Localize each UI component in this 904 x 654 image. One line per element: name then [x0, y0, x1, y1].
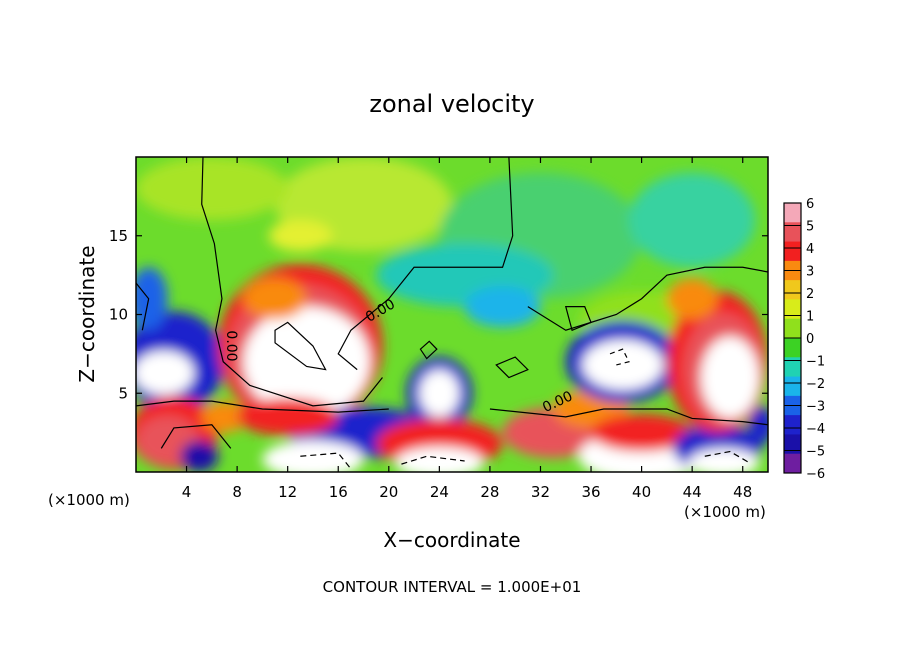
contour-line — [337, 157, 514, 371]
colorbar-swatch — [784, 280, 801, 300]
y-tick-label: 15 — [109, 227, 128, 245]
contour-negative — [704, 450, 750, 464]
y-axis-label: Z−coordinate — [75, 245, 99, 382]
x-tick-label: 16 — [329, 483, 348, 501]
colorbar-tick-label: −2 — [806, 377, 825, 392]
x-tick-label: 36 — [581, 483, 600, 501]
x-tick-label: 8 — [232, 483, 242, 501]
contour-loop — [419, 340, 438, 360]
field-patch — [262, 440, 364, 472]
contour-interval-note: CONTOUR INTERVAL = 1.000E+01 — [323, 578, 582, 596]
contour-line — [136, 400, 389, 413]
colorbar-swatch — [784, 203, 801, 223]
colorbar-tick-label: 1 — [806, 310, 814, 325]
colorbar-tick-label: 6 — [806, 197, 814, 212]
colorbar-swatch — [784, 453, 801, 474]
x-tick-label: 24 — [430, 483, 449, 501]
field-patch — [268, 220, 332, 252]
contour-line — [201, 157, 383, 407]
plot-area — [136, 157, 768, 472]
colorbar-tick-label: 4 — [806, 242, 814, 257]
field-patch — [688, 448, 760, 472]
colorbar-tick-label: 5 — [806, 220, 814, 235]
contour-negative — [401, 455, 465, 465]
colorbar-swatch — [784, 222, 801, 243]
colorbar-tick-label: −1 — [806, 355, 825, 370]
colorbar-tick-label: 3 — [806, 265, 814, 280]
x-tick-label: 48 — [733, 483, 752, 501]
x-tick-label: 32 — [531, 483, 550, 501]
y-axis: 5 10 15 — [109, 227, 768, 402]
colorbar-tick-label: −6 — [806, 467, 825, 482]
x-tick-label: 40 — [632, 483, 651, 501]
colorbar-tick-label: 2 — [806, 287, 814, 302]
contour-line — [489, 408, 768, 426]
field-patch — [136, 157, 288, 220]
field-patch — [395, 446, 484, 472]
field-patch — [628, 172, 756, 268]
y-tick-label: 10 — [109, 306, 128, 324]
colorbar-swatch — [784, 376, 801, 397]
field-patch — [243, 278, 307, 320]
chart-title: zonal velocity — [369, 90, 534, 118]
field-patch — [464, 286, 541, 328]
x-tick-label: 12 — [278, 483, 297, 501]
contour-loop — [495, 356, 529, 379]
colorbar: 6 5 4 3 2 1 0 −1 −2 −3 −4 −5 −6 — [783, 197, 825, 482]
contour-negative — [609, 348, 630, 366]
colorbar-swatch — [784, 241, 801, 262]
contour-lines — [136, 157, 768, 470]
field-patch — [136, 267, 168, 331]
contour-line — [160, 424, 232, 449]
contour-line — [527, 266, 768, 331]
colorbar-tick-label: −4 — [806, 422, 825, 437]
colorbar-tick-label: −3 — [806, 400, 825, 415]
field-patch — [666, 278, 718, 320]
field-patch — [419, 369, 460, 417]
colorbar-swatch — [784, 434, 801, 455]
colorbar-swatch — [784, 338, 801, 358]
field-patch — [582, 339, 664, 391]
field-patch — [701, 336, 760, 419]
contour-loop — [564, 306, 592, 332]
x-tick-label: 28 — [480, 483, 499, 501]
field-patch — [201, 401, 248, 433]
field-patch — [237, 397, 339, 436]
contour-loop-inner — [274, 321, 327, 371]
x-tick-label: 4 — [182, 483, 192, 501]
x-axis-label: X−coordinate — [383, 528, 520, 552]
x-tick-label: 44 — [683, 483, 702, 501]
colorbar-tick-label: −5 — [806, 445, 825, 460]
field-patch — [749, 405, 768, 444]
y-tick-label: 5 — [118, 384, 128, 402]
velocity-field — [136, 157, 768, 472]
colorbar-swatch — [784, 299, 801, 320]
colorbar-tick-label: 0 — [806, 332, 814, 347]
field-patch — [591, 413, 693, 452]
colorbar-swatch — [784, 318, 801, 339]
x-tick-label: 20 — [379, 483, 398, 501]
x-unit-left: (×1000 m) — [48, 491, 130, 509]
colorbar-swatch — [784, 415, 801, 435]
contour-label: 0.00 — [223, 330, 239, 361]
field-patch — [136, 350, 195, 395]
x-unit-right: (×1000 m) — [684, 503, 766, 521]
colorbar-swatch — [784, 357, 801, 378]
contour-negative — [300, 452, 352, 470]
field-patch — [180, 440, 219, 472]
x-axis: 4 8 12 16 20 24 28 32 36 40 44 48 — [182, 157, 752, 501]
contour-line — [136, 282, 150, 331]
